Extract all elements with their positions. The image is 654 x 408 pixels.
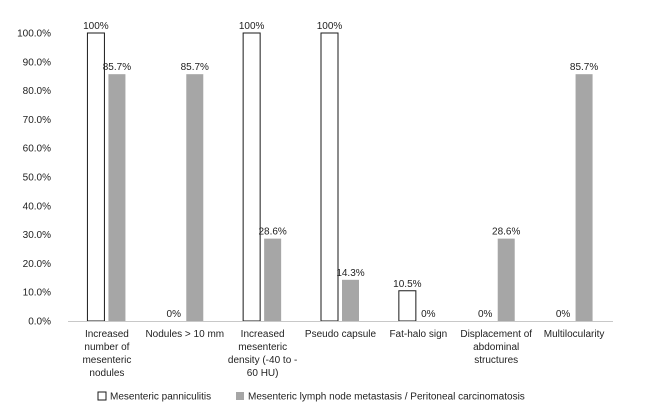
y-tick-label: 10.0% bbox=[23, 288, 51, 299]
data-label: 28.6% bbox=[258, 227, 286, 238]
y-tick-label: 100.0% bbox=[17, 29, 51, 40]
plot-area: 100% 0% 100% 100% 10.5% 0% 0% 85.7% 85.7% 28.6% 14… bbox=[83, 21, 598, 322]
category-label: Increased mesenteric density (-40 to -60 H… bbox=[228, 329, 297, 379]
y-tick-label: 30.0% bbox=[23, 230, 51, 241]
data-label: 100% bbox=[317, 21, 343, 32]
bar-series-2 bbox=[186, 74, 204, 322]
bar-series-2 bbox=[342, 279, 359, 321]
data-label: 100% bbox=[83, 21, 109, 32]
y-tick-label: 70.0% bbox=[23, 115, 51, 126]
y-axis-ticks: 0.0% 10.0% 20.0% 30.0% 40.0% 50.0% 60.0% 70.0% 8… bbox=[17, 29, 51, 328]
data-label: 0% bbox=[421, 309, 436, 320]
data-label: 0% bbox=[167, 309, 182, 320]
data-label: 14.3% bbox=[336, 268, 364, 279]
y-tick-label: 20.0% bbox=[23, 259, 51, 270]
legend: Mesenteric panniculitis Mesenteric lymph … bbox=[97, 391, 525, 403]
data-label: 0% bbox=[556, 309, 571, 320]
data-label: 85.7% bbox=[181, 62, 209, 73]
y-tick-label: 50.0% bbox=[23, 173, 51, 184]
bar-series-2 bbox=[108, 74, 126, 322]
y-tick-label: 60.0% bbox=[23, 144, 51, 155]
data-label: 85.7% bbox=[570, 62, 598, 73]
data-label: 0% bbox=[478, 309, 493, 320]
data-label: 100% bbox=[239, 21, 265, 32]
y-tick-label: 90.0% bbox=[23, 57, 51, 68]
bar-series-2 bbox=[264, 238, 282, 321]
category-label: Displacement of abdominal structures bbox=[460, 329, 532, 366]
data-label: 28.6% bbox=[492, 227, 520, 238]
legend-swatch-series-1 bbox=[97, 391, 107, 401]
category-label: Nodules > 10 mm bbox=[145, 329, 224, 340]
y-tick-label: 80.0% bbox=[23, 86, 51, 97]
category-label: Increased number of mesenteric nodules bbox=[82, 329, 131, 379]
bar-series-2 bbox=[575, 74, 593, 322]
category-label: Pseudo capsule bbox=[305, 329, 377, 340]
bar-series-1 bbox=[242, 32, 261, 322]
y-tick-label: 0.0% bbox=[28, 317, 51, 328]
data-label: 10.5% bbox=[393, 279, 421, 290]
x-axis-category-labels: Increased number of mesenteric nodules Nodul… bbox=[82, 329, 604, 379]
bar-series-1 bbox=[398, 290, 417, 322]
y-tick-label: 40.0% bbox=[23, 201, 51, 212]
category-label: Multilocularity bbox=[544, 329, 605, 340]
bar-series-1 bbox=[86, 32, 105, 322]
legend-swatch-series-2 bbox=[236, 392, 244, 400]
legend-label-series-1: Mesenteric panniculitis bbox=[110, 392, 211, 403]
bar-series-2 bbox=[497, 238, 515, 321]
legend-label-series-2: Mesenteric lymph node metastasis / Perit… bbox=[248, 392, 525, 403]
category-label: Fat-halo sign bbox=[389, 329, 447, 340]
data-label: 85.7% bbox=[103, 62, 131, 73]
